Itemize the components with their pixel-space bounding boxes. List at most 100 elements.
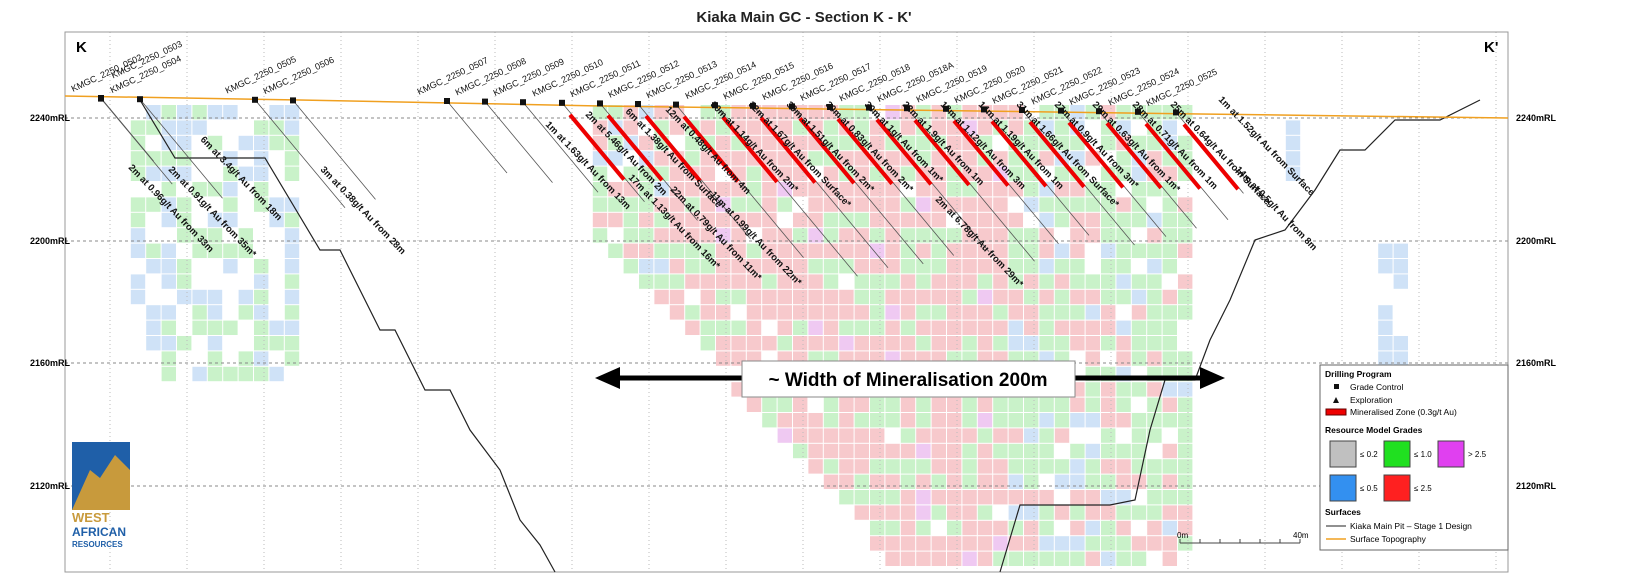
block: [1285, 135, 1301, 151]
block: [731, 212, 746, 228]
block: [1101, 212, 1116, 228]
block: [1285, 166, 1301, 181]
collar: [482, 98, 488, 105]
block: [1085, 490, 1100, 505]
block: [947, 397, 962, 412]
block: [900, 505, 916, 520]
block: [1008, 212, 1023, 228]
block: [977, 413, 993, 428]
block: [592, 212, 608, 228]
block: [885, 505, 900, 520]
block: [962, 551, 977, 566]
block: [1162, 382, 1177, 397]
block: [1131, 443, 1147, 459]
block: [931, 397, 946, 412]
block: [1393, 336, 1408, 351]
block: [1054, 212, 1070, 228]
block: [639, 166, 654, 181]
block: [885, 413, 900, 428]
block: [885, 289, 900, 305]
block: [947, 228, 962, 243]
block: [839, 243, 854, 258]
block: [885, 212, 900, 228]
block: [1085, 536, 1100, 551]
block: [700, 182, 715, 197]
block: [854, 166, 869, 181]
block: [1147, 505, 1162, 520]
block: [839, 212, 854, 228]
block: [669, 197, 685, 212]
block: [977, 336, 993, 351]
block: [161, 274, 176, 289]
block: [669, 120, 685, 135]
block: [977, 259, 993, 274]
block: [1039, 120, 1054, 135]
block: [1162, 320, 1177, 335]
block: [254, 305, 269, 320]
block: [1039, 243, 1054, 258]
block: [207, 105, 223, 120]
block: [931, 105, 946, 120]
block: [1178, 505, 1193, 520]
block: [284, 289, 300, 305]
block: [808, 243, 823, 258]
block: [1116, 459, 1131, 474]
block: [1085, 289, 1100, 305]
block: [900, 520, 916, 536]
block: [700, 243, 715, 258]
block: [947, 197, 962, 212]
block: [900, 397, 916, 412]
collar: [98, 95, 104, 102]
block: [962, 305, 977, 320]
block: [870, 490, 885, 505]
block: [1131, 243, 1147, 258]
block: [639, 212, 654, 228]
block: [947, 459, 962, 474]
block: [1085, 336, 1100, 351]
block: [731, 259, 746, 274]
block: [223, 243, 238, 258]
block: [746, 305, 762, 320]
block: [1116, 197, 1131, 212]
block: [716, 305, 731, 320]
block: [762, 228, 777, 243]
block: [1116, 120, 1131, 135]
block: [1178, 105, 1193, 120]
block: [1147, 397, 1162, 412]
collar: [943, 105, 949, 112]
block: [177, 105, 192, 120]
block: [854, 105, 869, 120]
block: [1070, 274, 1085, 289]
mineralised-zone: [1105, 121, 1163, 190]
block: [161, 105, 176, 120]
block: [1085, 443, 1100, 459]
block: [130, 151, 146, 166]
block: [870, 336, 885, 351]
block: [1054, 320, 1070, 335]
block: [1178, 197, 1193, 212]
block: [977, 397, 993, 412]
block: [931, 197, 946, 212]
block: [1054, 289, 1070, 305]
block: [777, 305, 792, 320]
block: [192, 366, 207, 382]
block: [1116, 474, 1131, 489]
hole-name: KMGC_2250_0517: [799, 61, 873, 103]
block: [977, 135, 993, 151]
block: [916, 474, 931, 489]
block: [962, 289, 977, 305]
block: [931, 474, 946, 489]
block: [1116, 551, 1131, 566]
block: [1024, 551, 1039, 566]
block: [608, 182, 623, 197]
block: [962, 228, 977, 243]
block: [1039, 289, 1054, 305]
block: [839, 459, 854, 474]
block: [1101, 289, 1116, 305]
block: [947, 551, 962, 566]
block: [885, 336, 900, 351]
block: [885, 259, 900, 274]
block: [900, 536, 916, 551]
block: [854, 459, 869, 474]
block: [130, 120, 146, 135]
